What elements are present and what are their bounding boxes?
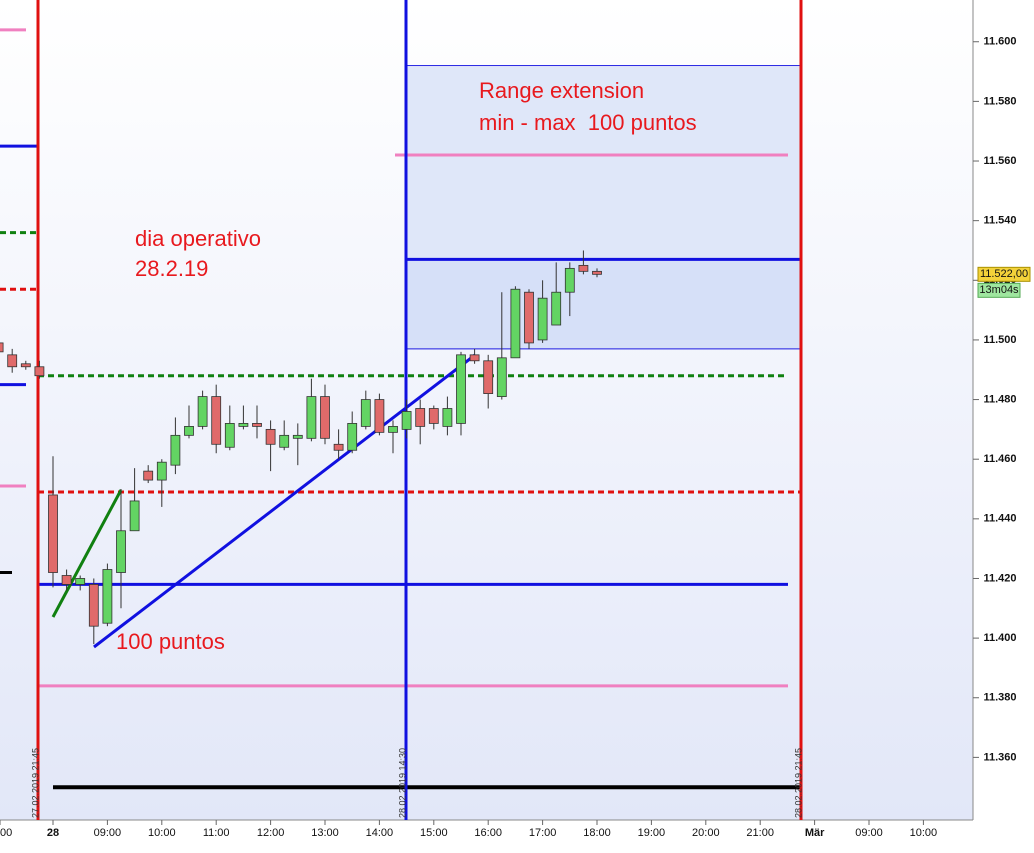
x-tick-label: 18:00 [583,827,611,839]
candle-body [184,425,194,436]
candle-body [360,399,371,427]
y-tick-label: 11.360 [983,751,1016,763]
x-tick-label: Mär [805,827,825,839]
x-tick-label: 09:00 [94,827,122,839]
annotation: 28.2.19 [135,256,208,281]
x-tick-label: 09:00 [855,827,883,839]
candle-body [496,357,507,397]
candle-body [415,408,426,427]
candle-body [279,434,290,448]
candle-body [197,396,208,427]
y-tick-label: 11.540 [983,215,1016,227]
x-tick-label: 00 [0,827,12,839]
x-tick-label: 17:00 [529,827,557,839]
candle-body [483,360,494,394]
x-tick-label: 20:00 [692,827,720,839]
price-tag-label: 11.522,00 [980,268,1028,280]
candle-body [306,396,317,439]
candle-body [564,267,575,293]
annotation: dia operativo [135,226,261,251]
candle-body [143,470,154,481]
candle-body [61,575,72,585]
candle-body [524,291,534,344]
marker-label: 28.02.2019 21:45 [793,748,803,818]
x-tick-label: 16:00 [474,827,502,839]
candle-body [265,428,276,445]
y-tick-label: 11.500 [983,334,1016,346]
candle-body [320,396,330,439]
x-tick-label: 11:00 [203,827,230,839]
candle-body [592,270,602,275]
candle-body [578,264,589,272]
trend-line [51,489,123,618]
candle-body [211,396,222,445]
y-tick-label: 11.460 [983,453,1016,465]
candle-body [88,584,99,627]
x-tick-label: 21:00 [746,827,774,839]
x-tick-label: 28 [47,827,59,839]
candle-body [469,354,480,362]
candle-body [116,530,126,573]
candle-body [388,425,398,433]
candle-body [252,423,262,427]
x-tick-label: 10:00 [910,827,938,839]
timer-label: 13m04s [979,284,1019,296]
y-tick-label: 11.440 [983,513,1016,525]
x-tick-label: 15:00 [420,827,448,839]
candle-body [374,399,385,433]
y-tick-label: 11.560 [983,155,1016,167]
y-tick-label: 11.580 [983,95,1016,107]
candle-body [75,578,86,585]
price-tag [977,266,1031,282]
candle-body [7,354,18,368]
annotation: Range extension [479,78,644,103]
candle-body [537,297,548,341]
y-tick-label: 11.380 [983,692,1016,704]
candle-body [238,423,249,427]
candle-body [129,500,140,532]
candle-body [156,461,167,481]
timer-tag [977,282,1021,298]
marker-label: 28.02.2019 14:30 [397,748,407,818]
candle-body [428,408,439,424]
trend-line [93,353,476,649]
range-zone [406,67,800,259]
candle-body [102,569,113,624]
y-tick-label: 11.420 [983,572,1016,584]
candle-body [456,354,466,424]
candle-body [401,411,412,430]
candle-body [347,423,358,451]
candle-body [224,423,235,448]
annotation: 100 puntos [116,629,225,654]
range-zone [406,259,800,348]
y-tick-label: 11.480 [983,393,1016,405]
candle-body [0,342,4,353]
y-tick-label: 11.400 [983,632,1016,644]
candle-body [20,363,31,368]
x-tick-label: 10:00 [148,827,176,839]
candle-body [442,408,453,427]
x-tick-label: 14:00 [366,827,394,839]
y-tick-label: 11.600 [983,36,1016,48]
x-tick-label: 19:00 [638,827,666,839]
candle-body [510,288,521,359]
candle-body [292,434,303,439]
candle-body [48,494,58,573]
candle-body [170,434,181,466]
candle-body [551,291,562,326]
candle-body [333,443,344,451]
x-tick-label: 12:00 [257,827,285,839]
annotation: min - max 100 puntos [479,110,697,135]
candle-body [34,366,45,377]
x-tick-label: 13:00 [311,827,339,839]
marker-label: 27.02.2019 21:45 [30,748,40,818]
